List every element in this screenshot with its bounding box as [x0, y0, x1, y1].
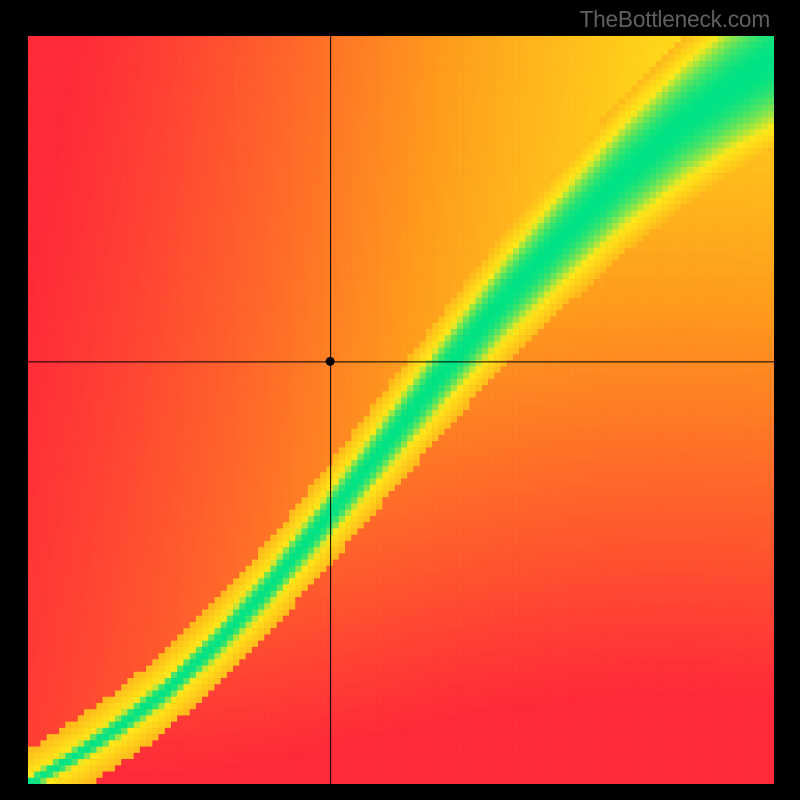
chart-container: { "canvas": { "width_px": 800, "height_p…: [0, 0, 800, 800]
heatmap-chart: [28, 36, 774, 784]
watermark-text: TheBottleneck.com: [579, 6, 770, 33]
